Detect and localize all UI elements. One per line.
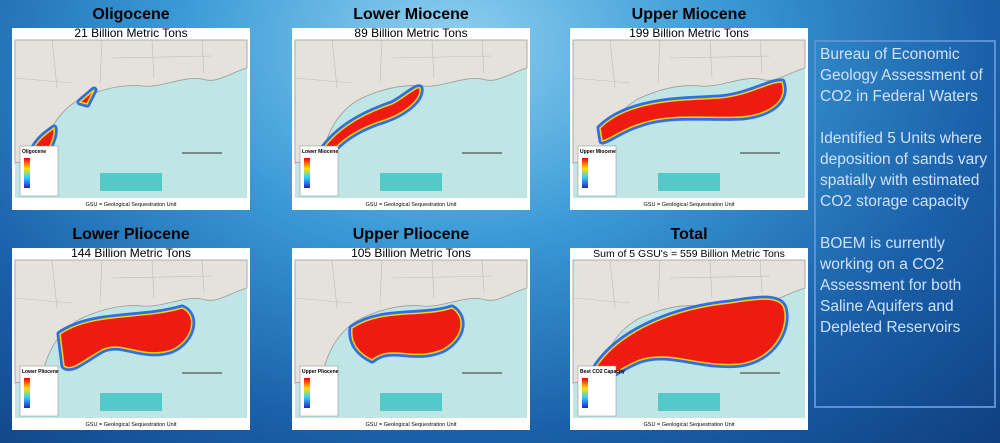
panel-title: Upper Miocene [631, 6, 747, 23]
gsu-box [380, 173, 442, 191]
map: Upper Pliocene 105 Billion Metric Tons GSU… [292, 248, 530, 430]
map-panel: Oligocene 21 Billion Metric Tons GSU = Geo… [12, 28, 250, 210]
sidebar: Bureau of Economic Geology Assessment of… [814, 40, 996, 408]
panel-title: Lower Pliocene [72, 226, 190, 243]
state-lines [294, 39, 493, 89]
sidebar-paragraph: Bureau of Economic Geology Assessment of… [820, 46, 983, 105]
capacity-core [599, 81, 784, 142]
legend-title: Upper Pliocene [302, 369, 339, 375]
legend-bar [304, 158, 310, 188]
gsu-box [100, 393, 162, 411]
sidebar-paragraph: Identified 5 Units where deposition of s… [820, 130, 988, 210]
map: Upper Miocene 199 Billion Metric Tons GSU … [570, 28, 808, 210]
panel-title: Total [670, 226, 708, 243]
legend-title: Lower Miocene [302, 149, 338, 155]
map: Oligocene 21 Billion Metric Tons GSU = Geo… [12, 28, 250, 210]
subtitle: 89 Billion Metric Tons [354, 28, 467, 40]
capacity-core [59, 307, 193, 369]
state-lines [572, 39, 771, 89]
map-panel: Best CO2 Capacity Sum of 5 GSU's = 559 Bi… [570, 248, 808, 430]
capacity-core [593, 298, 786, 383]
subtitle: Sum of 5 GSU's = 559 Billion Metric Tons [593, 248, 785, 260]
legend-bar [24, 378, 30, 408]
footer: GSU = Geological Sequestration Unit [644, 202, 735, 208]
legend-title: Best CO2 Capacity [580, 369, 625, 375]
footer: GSU = Geological Sequestration Unit [644, 422, 735, 428]
footer: GSU = Geological Sequestration Unit [86, 202, 177, 208]
gsu-box [658, 173, 720, 191]
state-lines [14, 39, 213, 89]
subtitle: 199 Billion Metric Tons [629, 28, 749, 40]
map: Lower Miocene 89 Billion Metric Tons GSU =… [292, 28, 530, 210]
subtitle: 21 Billion Metric Tons [74, 28, 187, 40]
legend-title: Upper Miocene [580, 149, 616, 155]
map-panel: Lower Miocene 89 Billion Metric Tons GSU =… [292, 28, 530, 210]
capacity-core [351, 307, 462, 361]
capacity-core [78, 89, 95, 105]
state-lines [572, 259, 771, 309]
legend-bar [24, 158, 30, 188]
footer: GSU = Geological Sequestration Unit [86, 422, 177, 428]
legend-bar [582, 378, 588, 408]
legend-bar [582, 158, 588, 188]
land [14, 259, 248, 384]
gsu-box [100, 173, 162, 191]
map: Best CO2 Capacity Sum of 5 GSU's = 559 Bi… [570, 248, 808, 430]
subtitle: 144 Billion Metric Tons [71, 248, 191, 260]
panel-title: Lower Miocene [353, 6, 469, 23]
legend-title: Oligocene [22, 149, 46, 155]
capacity-core [315, 87, 421, 170]
sidebar-paragraph: BOEM is currently working on a CO2 Asses… [820, 235, 962, 336]
panel-title: Upper Pliocene [352, 226, 470, 243]
gsu-box [380, 393, 442, 411]
panel-title: Oligocene [92, 6, 170, 23]
map-panel: Upper Miocene 199 Billion Metric Tons GSU … [570, 28, 808, 210]
footer: GSU = Geological Sequestration Unit [366, 202, 457, 208]
footer: GSU = Geological Sequestration Unit [366, 422, 457, 428]
map: Lower Pliocene 144 Billion Metric Tons GSU… [12, 248, 250, 430]
map-panel: Upper Pliocene 105 Billion Metric Tons GSU… [292, 248, 530, 430]
land [294, 259, 528, 384]
legend-title: Lower Pliocene [22, 369, 59, 375]
map-panel: Lower Pliocene 144 Billion Metric Tons GSU… [12, 248, 250, 430]
gsu-box [658, 393, 720, 411]
land [14, 39, 248, 164]
state-lines [14, 259, 213, 309]
subtitle: 105 Billion Metric Tons [351, 248, 471, 260]
legend-bar [304, 378, 310, 408]
state-lines [294, 259, 493, 309]
